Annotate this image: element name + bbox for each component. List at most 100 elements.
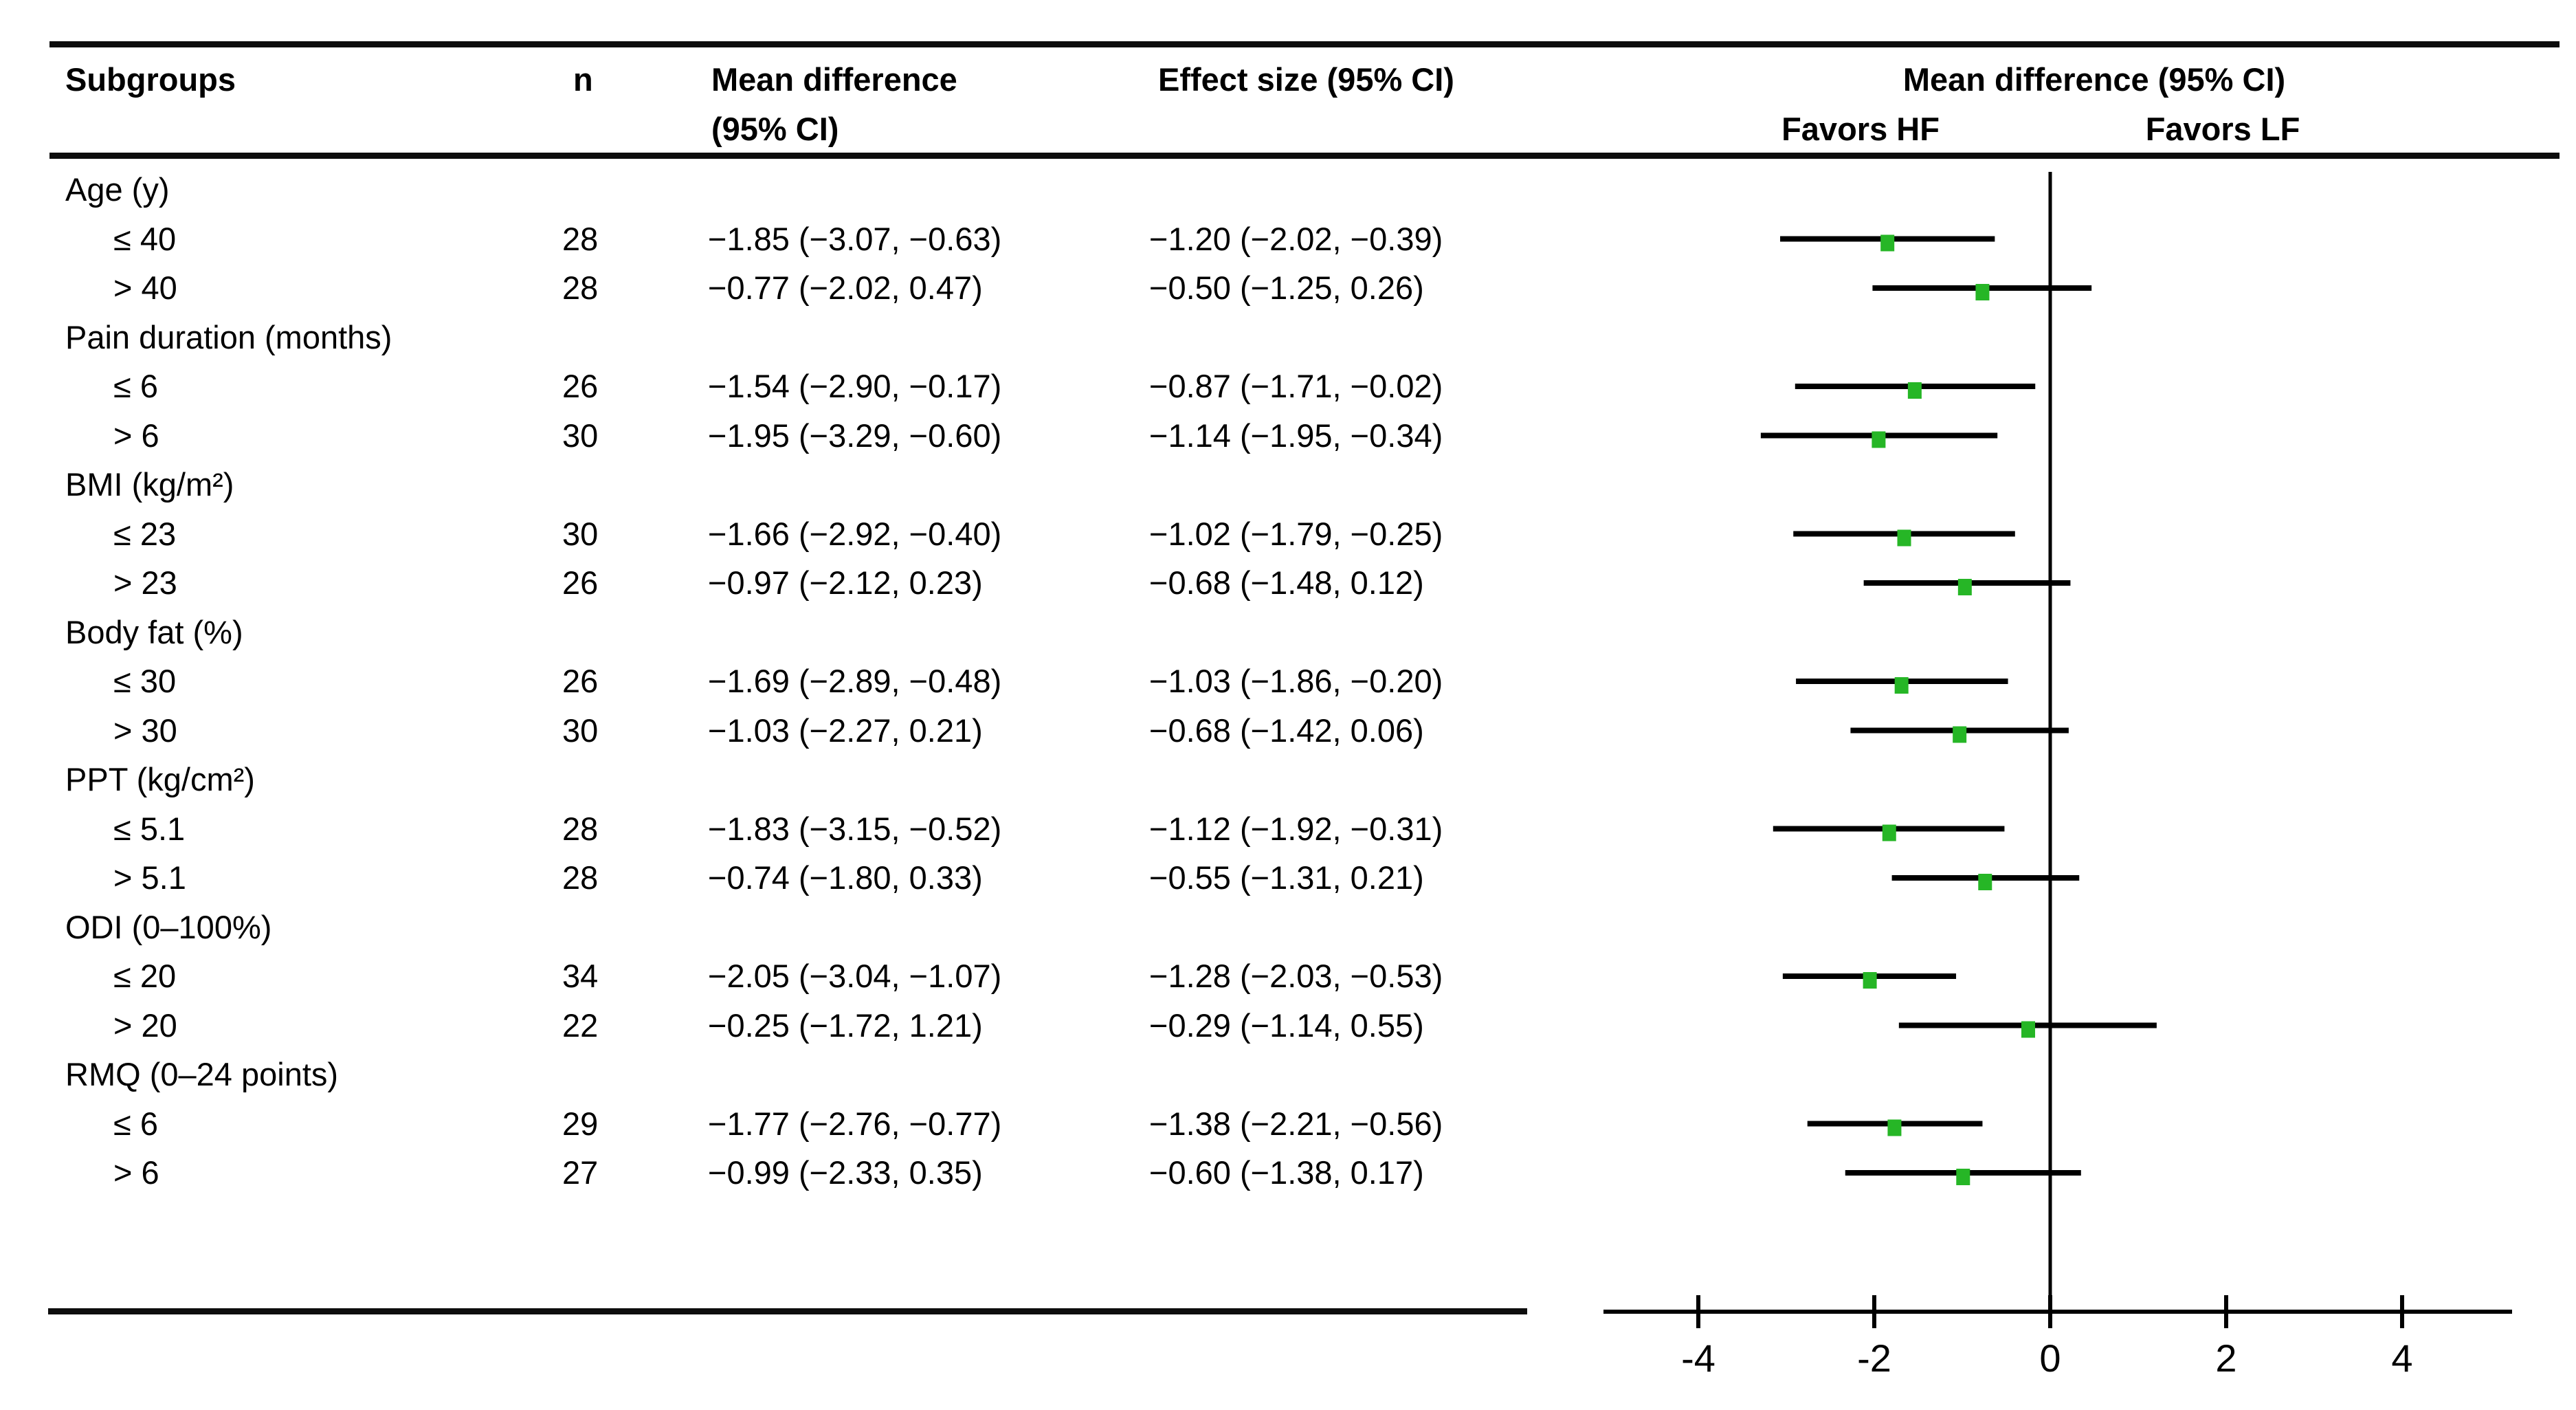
favors-lf-label: Favors LF	[2145, 111, 2300, 147]
header-rule	[49, 153, 2560, 159]
point-marker	[1894, 677, 1909, 694]
subgroup-label: > 6	[113, 417, 159, 454]
subgroup-label: ≤ 6	[113, 368, 158, 404]
table-group-row: Age (y)	[65, 165, 1550, 214]
table-item-row: ≤ 20 34 −2.05 (−3.04, −1.07) −1.28 (−2.03, …	[65, 951, 1550, 1001]
effect-size-value: −0.87 (−1.71, −0.02)	[1149, 368, 1443, 404]
mean-difference-value: −0.97 (−2.12, 0.23)	[708, 564, 983, 601]
effect-size-value: −1.38 (−2.21, −0.56)	[1149, 1105, 1443, 1142]
mean-difference-value: −1.03 (−2.27, 0.21)	[708, 712, 983, 749]
subgroup-label: Age (y)	[65, 171, 170, 208]
point-marker	[1887, 1119, 1902, 1136]
n-value: 34	[562, 958, 599, 994]
table-item-row: > 40 28 −0.77 (−2.02, 0.47) −0.50 (−1.25, 0…	[65, 263, 1550, 313]
effect-size-value: −1.03 (−1.86, −0.20)	[1149, 663, 1443, 699]
table-group-row: BMI (kg/m²)	[65, 460, 1550, 509]
subgroup-label: > 20	[113, 1006, 177, 1044]
n-value: 26	[562, 663, 599, 699]
effect-size-value: −1.20 (−2.02, −0.39)	[1149, 220, 1443, 257]
subgroup-label: Pain duration (months)	[65, 318, 392, 355]
column-header-subgroups: Subgroups	[65, 61, 236, 98]
plot-x-tick-label: 0	[2039, 1336, 2061, 1380]
n-value: 30	[562, 417, 599, 454]
point-marker	[1956, 1169, 1970, 1185]
table-group-row: ODI (0–100%)	[65, 903, 1550, 952]
subgroup-label: Body fat (%)	[65, 613, 243, 650]
plot-x-tick-label: -2	[1857, 1336, 1891, 1380]
point-marker	[1897, 529, 1911, 547]
point-marker	[1882, 824, 1896, 841]
n-value: 22	[562, 1006, 599, 1044]
n-value: 30	[562, 515, 599, 552]
forest-plot: -4 -2 0 2 4	[1603, 172, 2512, 1380]
table-item-row: ≤ 6 26 −1.54 (−2.90, −0.17) −0.87 (−1.71, −…	[65, 362, 1550, 411]
column-header-n: n	[573, 61, 593, 98]
table-group-row: Pain duration (months)	[65, 313, 1550, 362]
point-marker	[1953, 726, 1967, 743]
mean-difference-value: −1.77 (−2.76, −0.77)	[708, 1105, 1002, 1142]
mean-difference-value: −0.99 (−2.33, 0.35)	[708, 1154, 983, 1191]
subgroup-label: RMQ (0–24 points)	[65, 1056, 339, 1092]
mean-difference-value: −2.05 (−3.04, −1.07)	[708, 958, 1002, 994]
subgroup-label: ODI (0–100%)	[65, 908, 272, 945]
table-item-row: > 30 30 −1.03 (−2.27, 0.21) −0.68 (−1.42, 0…	[65, 706, 1550, 756]
plot-title: Mean difference (95% CI)	[1902, 61, 2286, 98]
point-marker	[1957, 579, 1972, 595]
plot-x-tick-label: -4	[1681, 1336, 1716, 1380]
mean-difference-value: −0.25 (−1.72, 1.21)	[708, 1006, 983, 1044]
subgroup-label: > 23	[113, 564, 177, 601]
table-bottom-rule	[48, 1308, 1527, 1314]
point-marker	[1872, 431, 1886, 448]
n-value: 27	[562, 1154, 599, 1191]
table-item-row: ≤ 5.1 28 −1.83 (−3.15, −0.52) −1.12 (−1.92,…	[65, 804, 1550, 854]
table-item-row: > 5.1 28 −0.74 (−1.80, 0.33) −0.55 (−1.31, …	[65, 853, 1550, 903]
effect-size-value: −0.29 (−1.14, 0.55)	[1149, 1006, 1424, 1044]
table-group-row: Body fat (%)	[65, 608, 1550, 657]
subgroup-label: BMI (kg/m²)	[65, 466, 234, 503]
subgroup-label: > 40	[113, 269, 177, 306]
n-value: 26	[562, 368, 599, 404]
n-value: 28	[562, 269, 599, 306]
n-value: 28	[562, 220, 599, 257]
n-value: 28	[562, 810, 599, 847]
subgroup-label: ≤ 6	[113, 1105, 158, 1142]
table-item-row: ≤ 40 28 −1.85 (−3.07, −0.63) −1.20 (−2.02, …	[65, 214, 1550, 264]
table-item-row: > 6 27 −0.99 (−2.33, 0.35) −0.60 (−1.38, 0.…	[65, 1148, 1550, 1198]
column-header-mean-difference-line1: Mean difference	[711, 61, 957, 98]
effect-size-value: −0.60 (−1.38, 0.17)	[1149, 1154, 1424, 1191]
point-marker	[1863, 972, 1877, 989]
subgroup-label: ≤ 23	[113, 515, 177, 552]
point-marker	[1978, 874, 1992, 890]
n-value: 30	[562, 712, 599, 749]
subgroup-label: ≤ 40	[113, 220, 177, 257]
effect-size-value: −1.28 (−2.03, −0.53)	[1149, 958, 1443, 994]
subgroup-label: ≤ 20	[113, 958, 177, 994]
table-item-row: > 6 30 −1.95 (−3.29, −0.60) −1.14 (−1.95, −…	[65, 411, 1550, 461]
mean-difference-value: −0.74 (−1.80, 0.33)	[708, 859, 983, 896]
point-marker	[1880, 234, 1895, 252]
point-marker	[1975, 284, 1990, 300]
table-item-row: ≤ 6 29 −1.77 (−2.76, −0.77) −1.38 (−2.21, −…	[65, 1099, 1550, 1149]
table-item-row: > 23 26 −0.97 (−2.12, 0.23) −0.68 (−1.48, 0…	[65, 558, 1550, 608]
effect-size-value: −0.68 (−1.48, 0.12)	[1149, 564, 1424, 601]
mean-difference-value: −0.77 (−2.02, 0.47)	[708, 269, 983, 306]
n-value: 28	[562, 859, 599, 896]
column-header-effect-size: Effect size (95% CI)	[1158, 61, 1454, 98]
table-group-row: RMQ (0–24 points)	[65, 1050, 1550, 1099]
table-item-row: ≤ 30 26 −1.69 (−2.89, −0.48) −1.03 (−1.86, …	[65, 657, 1550, 706]
effect-size-value: −0.55 (−1.31, 0.21)	[1149, 859, 1424, 896]
subgroup-label: ≤ 30	[113, 663, 177, 699]
n-value: 26	[562, 564, 599, 601]
table-group-row: PPT (kg/cm²)	[65, 755, 1550, 804]
favors-hf-label: Favors HF	[1781, 111, 1940, 147]
mean-difference-value: −1.66 (−2.92, −0.40)	[708, 515, 1002, 552]
effect-size-value: −0.68 (−1.42, 0.06)	[1149, 712, 1424, 749]
subgroup-label: > 5.1	[113, 859, 186, 896]
n-value: 29	[562, 1105, 599, 1142]
mean-difference-value: −1.83 (−3.15, −0.52)	[708, 810, 1002, 847]
mean-difference-value: −1.85 (−3.07, −0.63)	[708, 220, 1002, 257]
subgroup-label: ≤ 5.1	[113, 810, 186, 847]
point-marker	[1907, 382, 1922, 399]
subgroup-label: > 30	[113, 712, 177, 749]
